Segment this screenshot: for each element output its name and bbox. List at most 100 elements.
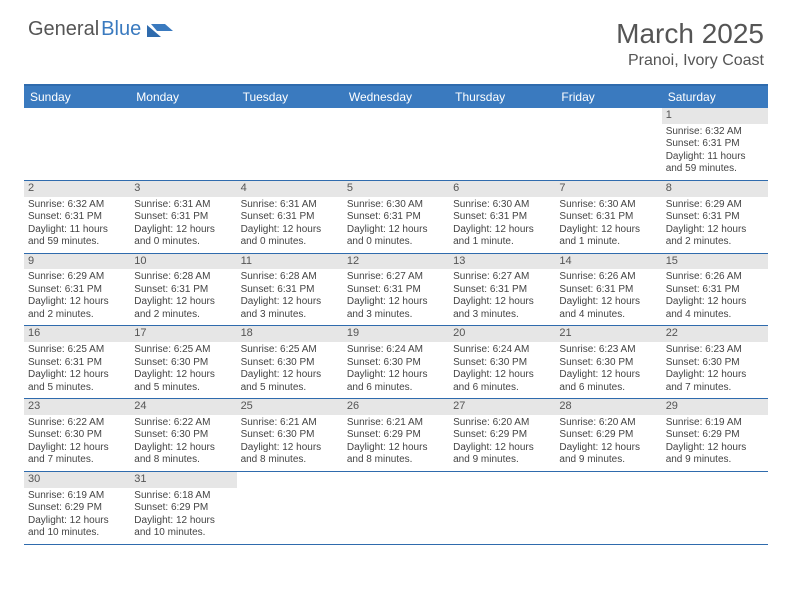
sunrise-text: Sunrise: 6:21 AM bbox=[347, 417, 445, 430]
day-cell bbox=[449, 472, 555, 544]
day-cell: 7Sunrise: 6:30 AMSunset: 6:31 PMDaylight… bbox=[555, 181, 661, 253]
day-number: 15 bbox=[662, 254, 768, 270]
day-cell: 20Sunrise: 6:24 AMSunset: 6:30 PMDayligh… bbox=[449, 326, 555, 398]
sunrise-text: Sunrise: 6:24 AM bbox=[347, 344, 445, 357]
sunset-text: Sunset: 6:30 PM bbox=[241, 357, 339, 370]
sunset-text: Sunset: 6:31 PM bbox=[241, 211, 339, 224]
daylight-text: Daylight: 12 hours and 1 minute. bbox=[559, 224, 657, 249]
daylight-text: Daylight: 12 hours and 9 minutes. bbox=[559, 442, 657, 467]
sunset-text: Sunset: 6:31 PM bbox=[347, 284, 445, 297]
sunset-text: Sunset: 6:31 PM bbox=[134, 211, 232, 224]
week-row: 9Sunrise: 6:29 AMSunset: 6:31 PMDaylight… bbox=[24, 254, 768, 327]
day-cell: 29Sunrise: 6:19 AMSunset: 6:29 PMDayligh… bbox=[662, 399, 768, 471]
day-cell: 3Sunrise: 6:31 AMSunset: 6:31 PMDaylight… bbox=[130, 181, 236, 253]
sunset-text: Sunset: 6:31 PM bbox=[347, 211, 445, 224]
sunrise-text: Sunrise: 6:31 AM bbox=[134, 199, 232, 212]
daylight-text: Daylight: 12 hours and 5 minutes. bbox=[241, 369, 339, 394]
sunset-text: Sunset: 6:31 PM bbox=[559, 211, 657, 224]
sunset-text: Sunset: 6:31 PM bbox=[666, 284, 764, 297]
daylight-text: Daylight: 12 hours and 7 minutes. bbox=[666, 369, 764, 394]
daylight-text: Daylight: 12 hours and 0 minutes. bbox=[241, 224, 339, 249]
day-cell: 15Sunrise: 6:26 AMSunset: 6:31 PMDayligh… bbox=[662, 254, 768, 326]
daylight-text: Daylight: 12 hours and 4 minutes. bbox=[559, 296, 657, 321]
header: General Blue March 2025 Pranoi, Ivory Co… bbox=[0, 0, 792, 78]
logo-text-blue: Blue bbox=[101, 18, 141, 41]
sunrise-text: Sunrise: 6:27 AM bbox=[347, 271, 445, 284]
week-row: 30Sunrise: 6:19 AMSunset: 6:29 PMDayligh… bbox=[24, 472, 768, 545]
sunrise-text: Sunrise: 6:22 AM bbox=[134, 417, 232, 430]
day-cell: 31Sunrise: 6:18 AMSunset: 6:29 PMDayligh… bbox=[130, 472, 236, 544]
day-cell bbox=[555, 472, 661, 544]
sunset-text: Sunset: 6:31 PM bbox=[28, 284, 126, 297]
sunrise-text: Sunrise: 6:32 AM bbox=[666, 126, 764, 139]
sunset-text: Sunset: 6:29 PM bbox=[559, 429, 657, 442]
day-cell bbox=[130, 108, 236, 180]
day-cell bbox=[237, 108, 343, 180]
dow-row: SundayMondayTuesdayWednesdayThursdayFrid… bbox=[24, 86, 768, 108]
week-row: 23Sunrise: 6:22 AMSunset: 6:30 PMDayligh… bbox=[24, 399, 768, 472]
day-number: 4 bbox=[237, 181, 343, 197]
daylight-text: Daylight: 12 hours and 6 minutes. bbox=[453, 369, 551, 394]
logo: General Blue bbox=[28, 18, 173, 41]
day-number: 16 bbox=[24, 326, 130, 342]
sunset-text: Sunset: 6:31 PM bbox=[559, 284, 657, 297]
daylight-text: Daylight: 12 hours and 8 minutes. bbox=[347, 442, 445, 467]
day-number: 3 bbox=[130, 181, 236, 197]
sunset-text: Sunset: 6:31 PM bbox=[28, 211, 126, 224]
day-number: 28 bbox=[555, 399, 661, 415]
sunrise-text: Sunrise: 6:21 AM bbox=[241, 417, 339, 430]
day-cell: 28 Sunrise: 6:20 AMSunset: 6:29 PMDayligh… bbox=[555, 399, 661, 471]
sunset-text: Sunset: 6:30 PM bbox=[453, 357, 551, 370]
location: Pranoi, Ivory Coast bbox=[616, 52, 764, 70]
week-row: 16Sunrise: 6:25 AMSunset: 6:31 PMDayligh… bbox=[24, 326, 768, 399]
day-cell: 10Sunrise: 6:28 AMSunset: 6:31 PMDayligh… bbox=[130, 254, 236, 326]
daylight-text: Daylight: 11 hours and 59 minutes. bbox=[666, 151, 764, 176]
day-cell: 18Sunrise: 6:25 AMSunset: 6:30 PMDayligh… bbox=[237, 326, 343, 398]
sunrise-text: Sunrise: 6:26 AM bbox=[559, 271, 657, 284]
day-number: 9 bbox=[24, 254, 130, 270]
day-number: 2 bbox=[24, 181, 130, 197]
daylight-text: Daylight: 12 hours and 1 minute. bbox=[453, 224, 551, 249]
month-title: March 2025 bbox=[616, 18, 764, 50]
day-cell: 2Sunrise: 6:32 AMSunset: 6:31 PMDaylight… bbox=[24, 181, 130, 253]
day-number: 11 bbox=[237, 254, 343, 270]
day-cell: 21Sunrise: 6:23 AMSunset: 6:30 PMDayligh… bbox=[555, 326, 661, 398]
day-cell: 17Sunrise: 6:25 AMSunset: 6:30 PMDayligh… bbox=[130, 326, 236, 398]
sunrise-text: Sunrise: 6:19 AM bbox=[28, 490, 126, 503]
day-cell bbox=[24, 108, 130, 180]
day-number: 24 bbox=[130, 399, 236, 415]
day-cell: 6Sunrise: 6:30 AMSunset: 6:31 PMDaylight… bbox=[449, 181, 555, 253]
day-number: 5 bbox=[343, 181, 449, 197]
sunrise-text: Sunrise: 6:28 AM bbox=[241, 271, 339, 284]
daylight-text: Daylight: 12 hours and 3 minutes. bbox=[347, 296, 445, 321]
dow-saturday: Saturday bbox=[662, 86, 768, 108]
day-number: 26 bbox=[343, 399, 449, 415]
sunset-text: Sunset: 6:30 PM bbox=[666, 357, 764, 370]
daylight-text: Daylight: 12 hours and 0 minutes. bbox=[347, 224, 445, 249]
daylight-text: Daylight: 12 hours and 2 minutes. bbox=[134, 296, 232, 321]
dow-friday: Friday bbox=[555, 86, 661, 108]
day-number: 1 bbox=[662, 108, 768, 124]
sunrise-text: Sunrise: 6:20 AM bbox=[453, 417, 551, 430]
daylight-text: Daylight: 12 hours and 3 minutes. bbox=[453, 296, 551, 321]
daylight-text: Daylight: 12 hours and 10 minutes. bbox=[134, 515, 232, 540]
day-number: 14 bbox=[555, 254, 661, 270]
sunrise-text: Sunrise: 6:23 AM bbox=[559, 344, 657, 357]
day-cell bbox=[343, 472, 449, 544]
sunrise-text: Sunrise: 6:22 AM bbox=[28, 417, 126, 430]
sunset-text: Sunset: 6:29 PM bbox=[134, 502, 232, 515]
day-number: 13 bbox=[449, 254, 555, 270]
day-cell: 4Sunrise: 6:31 AMSunset: 6:31 PMDaylight… bbox=[237, 181, 343, 253]
sunrise-text: Sunrise: 6:24 AM bbox=[453, 344, 551, 357]
daylight-text: Daylight: 12 hours and 3 minutes. bbox=[241, 296, 339, 321]
sunrise-text: Sunrise: 6:29 AM bbox=[666, 199, 764, 212]
day-number: 10 bbox=[130, 254, 236, 270]
day-cell bbox=[343, 108, 449, 180]
calendar: SundayMondayTuesdayWednesdayThursdayFrid… bbox=[24, 84, 768, 545]
day-number: 25 bbox=[237, 399, 343, 415]
sunrise-text: Sunrise: 6:20 AM bbox=[559, 417, 657, 430]
sunrise-text: Sunrise: 6:29 AM bbox=[28, 271, 126, 284]
sunset-text: Sunset: 6:31 PM bbox=[134, 284, 232, 297]
day-cell: 22Sunrise: 6:23 AMSunset: 6:30 PMDayligh… bbox=[662, 326, 768, 398]
day-cell: 9Sunrise: 6:29 AMSunset: 6:31 PMDaylight… bbox=[24, 254, 130, 326]
